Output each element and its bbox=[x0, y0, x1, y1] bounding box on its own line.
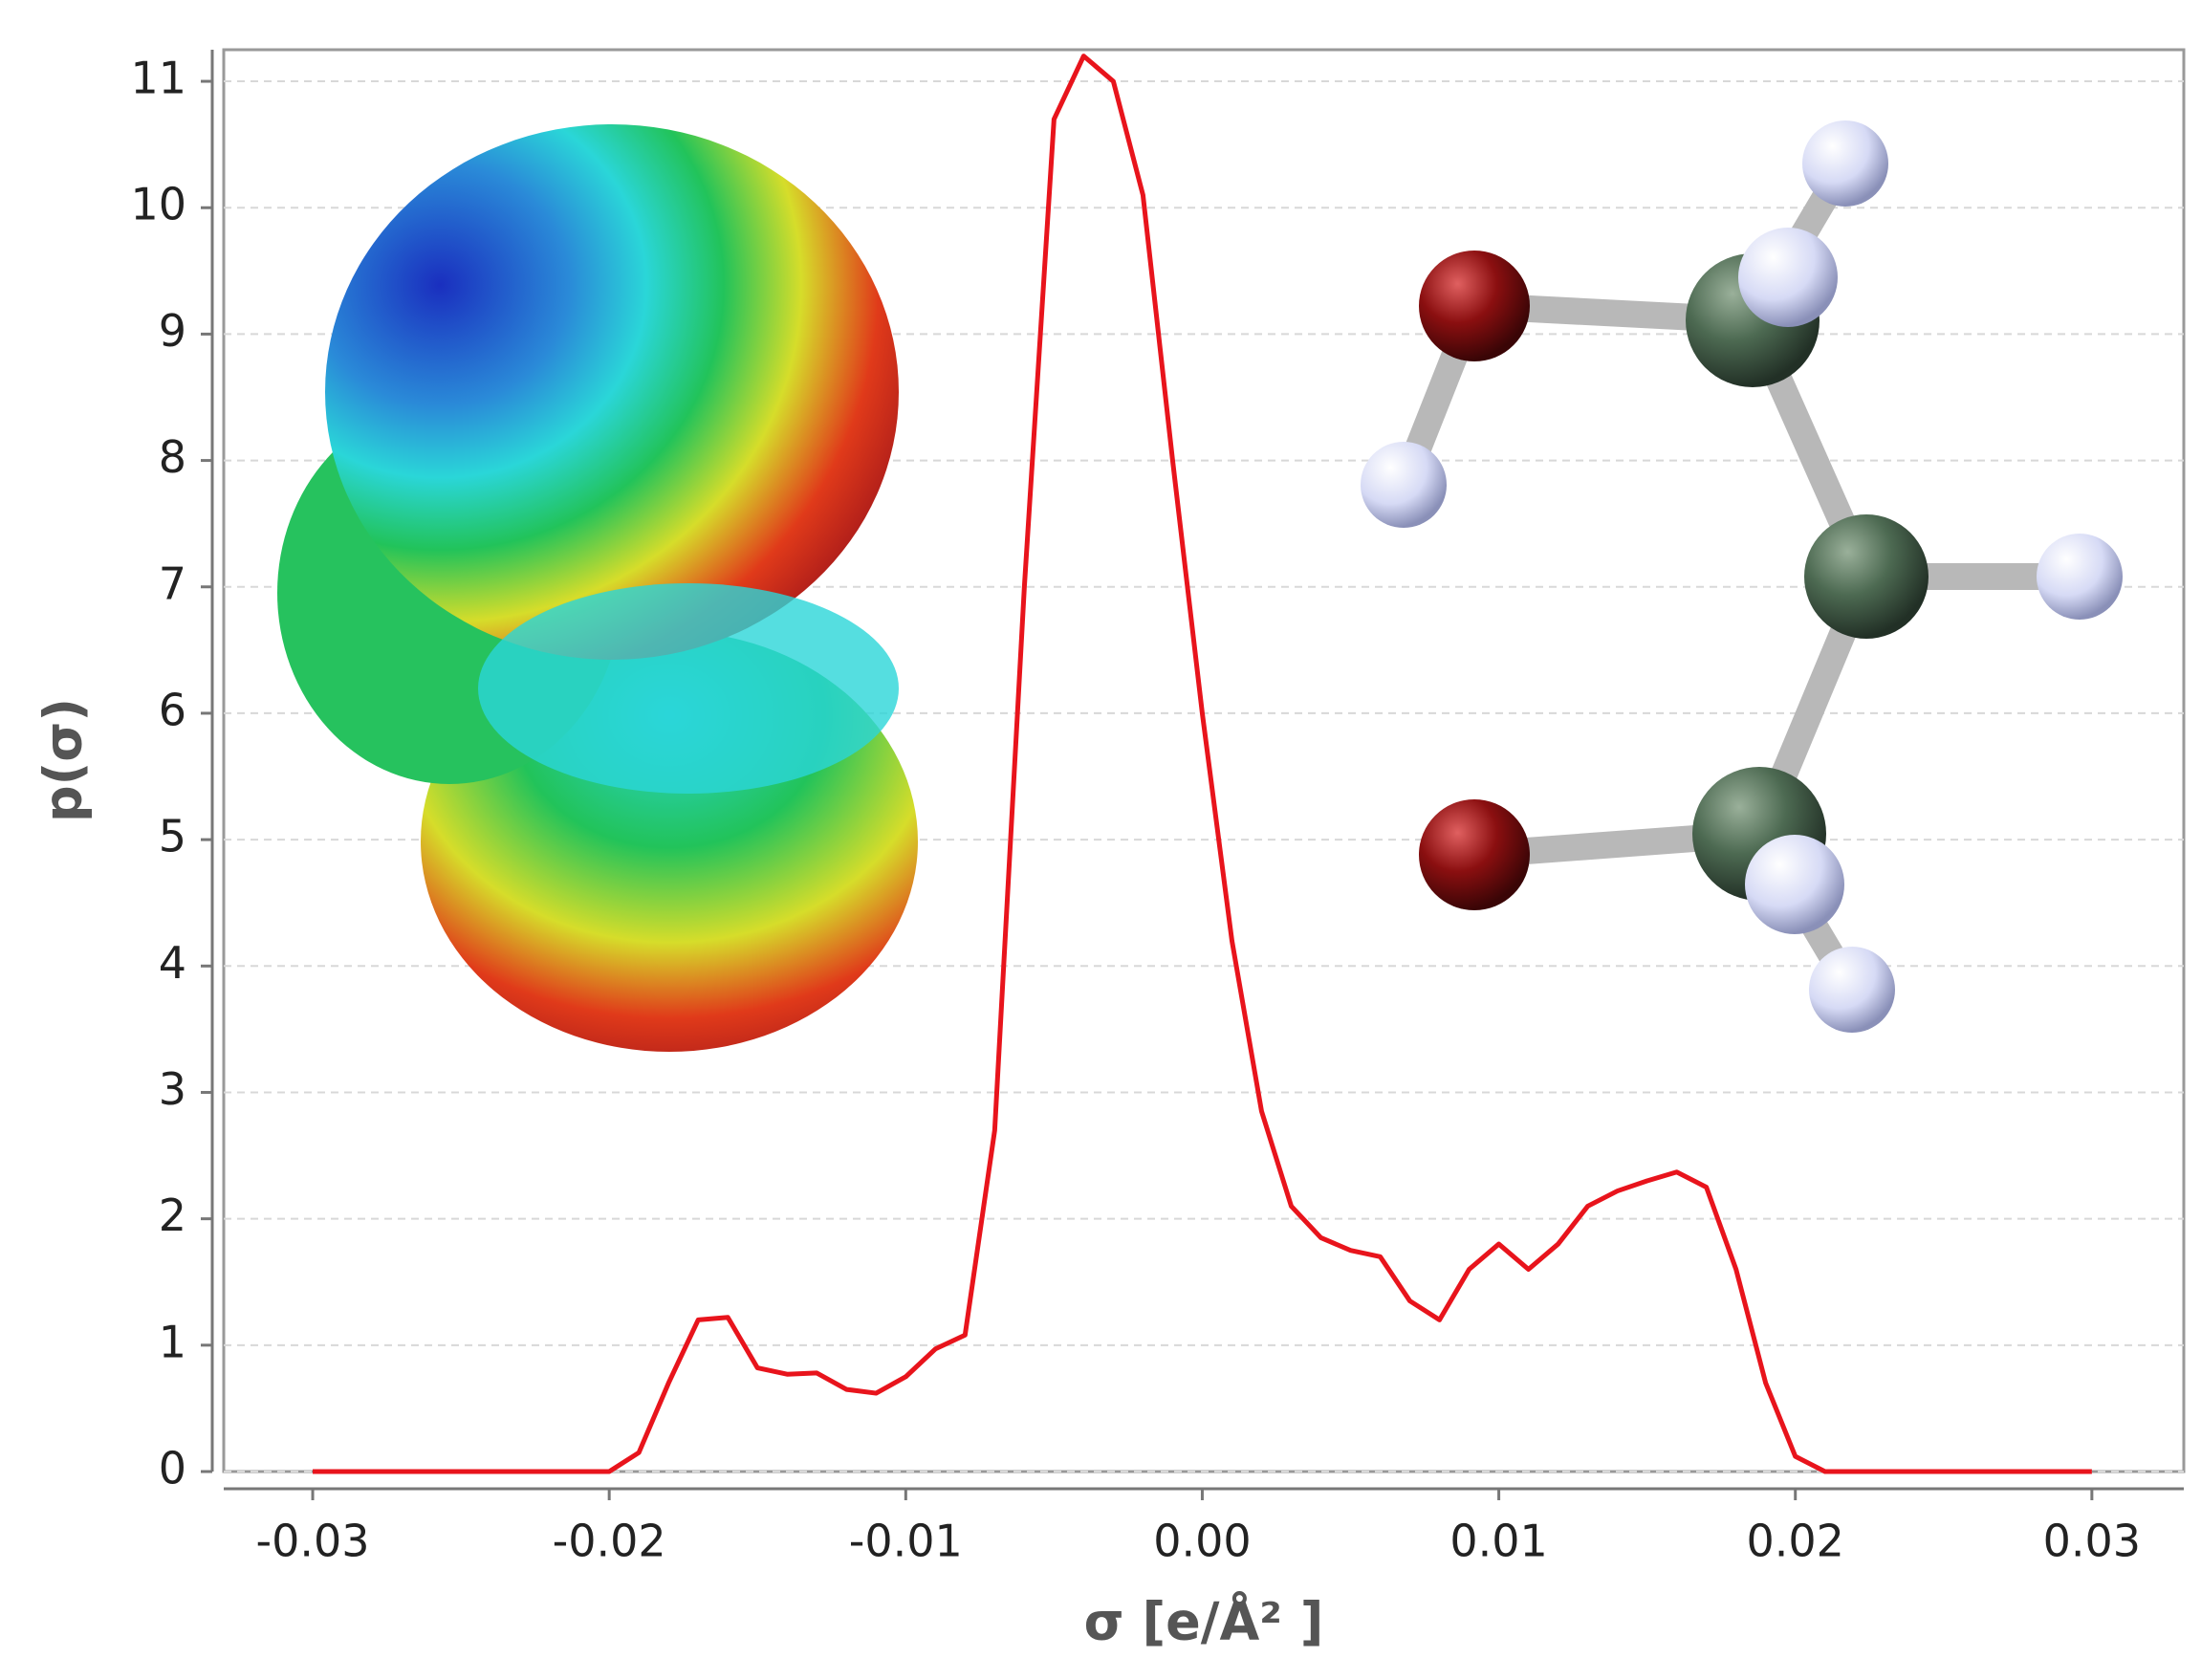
y-tick-label: 7 bbox=[159, 557, 186, 609]
atoms bbox=[1361, 120, 2123, 1033]
y-tick-label: 1 bbox=[159, 1316, 186, 1367]
y-tick-label: 11 bbox=[130, 53, 186, 104]
esp-molecule bbox=[277, 124, 918, 1052]
x-tick-label: -0.02 bbox=[553, 1516, 666, 1567]
x-tick-label: 0.03 bbox=[2043, 1516, 2141, 1567]
line-series bbox=[313, 54, 2092, 1474]
x-tick-label: 0.02 bbox=[1747, 1516, 1844, 1567]
y-tick-label: 3 bbox=[159, 1063, 186, 1115]
atom bbox=[1419, 799, 1530, 910]
y-tick-label: 5 bbox=[159, 811, 186, 862]
y-tick-label: 2 bbox=[159, 1189, 186, 1241]
atom bbox=[1745, 835, 1844, 934]
atom bbox=[1804, 514, 1929, 639]
y-tick-label: 6 bbox=[159, 684, 186, 735]
y-tick-label: 0 bbox=[159, 1443, 186, 1495]
y-axis-label: p(σ) bbox=[33, 698, 94, 822]
y-tick-label: 8 bbox=[159, 431, 186, 483]
y-tick-label: 9 bbox=[159, 305, 186, 357]
y-tick-label: 10 bbox=[130, 179, 186, 230]
esp-surface bbox=[325, 124, 899, 660]
x-tick-label: 0.00 bbox=[1153, 1516, 1251, 1567]
atom bbox=[1809, 947, 1895, 1033]
x-tick-label: -0.03 bbox=[256, 1516, 370, 1567]
atom bbox=[1419, 251, 1530, 361]
x-tick-label: -0.01 bbox=[849, 1516, 963, 1567]
y-tick-label: 4 bbox=[159, 937, 186, 989]
x-axis-label: σ [e/Å² ] bbox=[1084, 1592, 1324, 1652]
esp-surface bbox=[478, 583, 899, 794]
x-tick-label: 0.01 bbox=[1449, 1516, 1547, 1567]
atom bbox=[2037, 534, 2123, 620]
atom bbox=[1361, 442, 1447, 528]
atom bbox=[1802, 120, 1888, 207]
atom bbox=[1738, 228, 1838, 327]
